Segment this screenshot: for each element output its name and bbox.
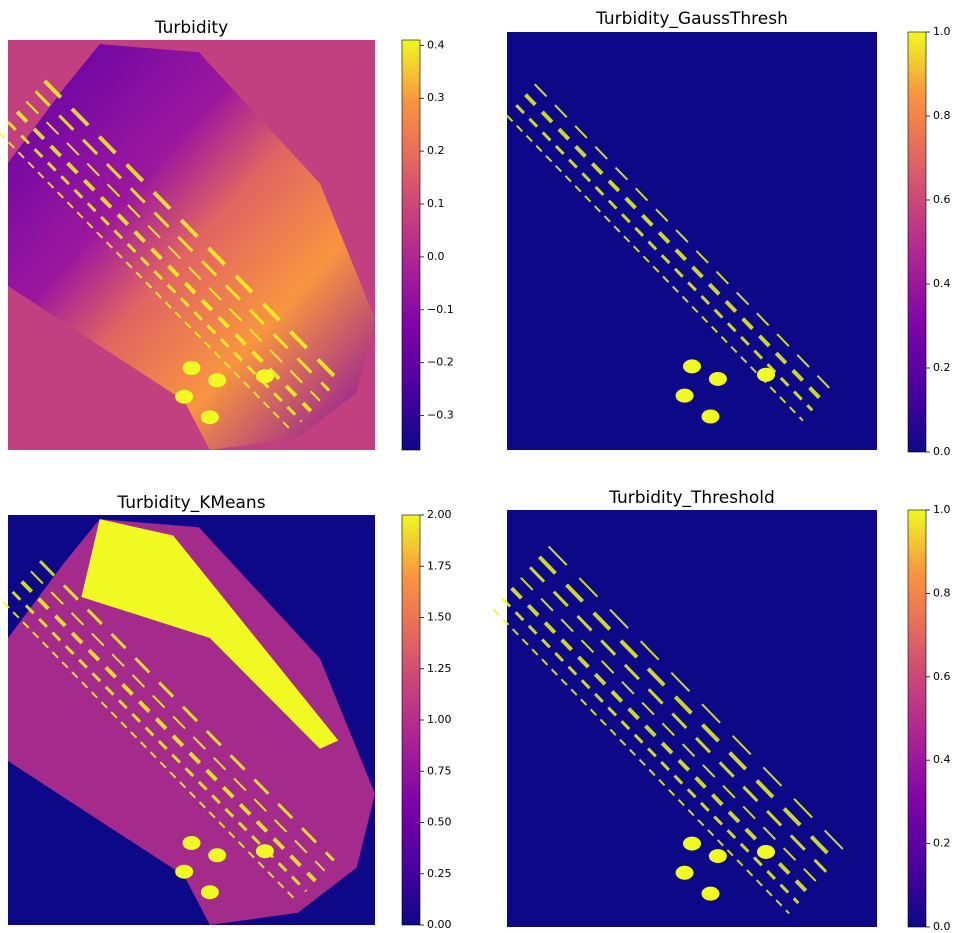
streak <box>547 545 846 852</box>
panel-title: Turbidity_KMeans <box>116 493 265 513</box>
image-panel <box>2 515 375 925</box>
blob <box>200 885 219 900</box>
colorbar-tick-label: −0.3 <box>427 409 454 422</box>
cluster-region <box>81 519 339 749</box>
colorbar-tick-label: −0.2 <box>427 356 454 369</box>
colorbar-tick-label: 0.25 <box>427 867 452 880</box>
blob <box>701 886 720 901</box>
streak <box>537 555 837 863</box>
colorbar-tick-label: 0.1 <box>427 197 445 210</box>
colorbar <box>907 509 927 928</box>
blob <box>175 389 194 404</box>
colorbar-tick-label: 0.2 <box>427 144 445 157</box>
streak <box>20 580 317 883</box>
colorbar-tick-label: 1.0 <box>933 25 951 38</box>
streak <box>11 590 308 893</box>
colorbar-tick-label: 1.75 <box>427 559 452 572</box>
streak <box>520 577 818 883</box>
streak <box>30 570 326 872</box>
colorbar-tick-label: 0.50 <box>427 816 452 829</box>
streak <box>15 110 313 413</box>
streak <box>501 597 800 905</box>
blob <box>675 388 694 403</box>
blob <box>175 864 194 879</box>
colorbar-tick-label: 0.0 <box>427 250 445 263</box>
blob <box>701 409 720 424</box>
panel-title: Turbidity <box>154 18 228 38</box>
streak <box>492 608 790 915</box>
colorbar-tick-label: 0.6 <box>933 193 951 206</box>
blob <box>757 367 775 382</box>
colorbar-tick-label: 0.4 <box>933 753 951 766</box>
blob <box>182 836 201 850</box>
streak <box>43 79 340 382</box>
colorbar <box>907 31 927 453</box>
colorbar-tick-label: 1.00 <box>427 713 452 726</box>
colorbar-tick-label: 0.0 <box>933 445 951 458</box>
colorbar-tick-label: −0.1 <box>427 303 454 316</box>
colorbar-tick-label: 0.8 <box>933 586 951 599</box>
panel-title: Turbidity_Threshold <box>608 488 775 508</box>
colorbar-tick-label: 0.3 <box>427 91 445 104</box>
streak <box>529 566 828 873</box>
colorbar-tick-label: 1.25 <box>427 662 452 675</box>
colorbar-tick-label: 0.2 <box>933 361 951 374</box>
colorbar-tick-label: 0.4 <box>427 38 445 51</box>
blob <box>683 836 701 851</box>
panel-title: Turbidity_GaussThresh <box>595 9 788 29</box>
colorbar <box>401 514 421 926</box>
image-panel <box>506 32 877 450</box>
streak <box>34 90 331 392</box>
colorbar-tick-label: 2.00 <box>427 508 452 521</box>
streak <box>39 560 335 862</box>
colorbar-tick-label: 0.00 <box>427 918 452 931</box>
blob <box>208 848 227 863</box>
blob <box>182 361 201 375</box>
blob <box>708 849 727 864</box>
blob <box>255 844 274 859</box>
image-panel <box>492 510 877 927</box>
streak <box>25 100 321 402</box>
blob <box>675 865 694 880</box>
colorbar-tick-label: 0.2 <box>933 837 951 850</box>
colorbar <box>401 39 421 451</box>
image-panel <box>0 40 375 450</box>
image-background <box>507 510 877 927</box>
colorbar-tick-label: 1.0 <box>933 503 951 516</box>
colorbar-tick-label: 0.6 <box>933 670 951 683</box>
streak <box>515 104 814 412</box>
blob <box>757 844 775 859</box>
colorbar-tick-label: 0.4 <box>933 277 951 290</box>
colorbar-tick-label: 1.50 <box>427 611 452 624</box>
blob <box>683 359 701 374</box>
blob <box>208 373 227 388</box>
colorbar-tick-label: 0.0 <box>933 920 951 933</box>
blob <box>708 371 727 386</box>
blob <box>200 410 219 425</box>
blob <box>255 369 274 384</box>
streak <box>6 120 303 423</box>
field-shape <box>8 44 375 450</box>
colorbar-tick-label: 0.8 <box>933 109 951 122</box>
colorbar-tick-label: 0.75 <box>427 764 452 777</box>
image-background <box>507 32 877 450</box>
streak <box>534 83 832 391</box>
streak <box>506 114 804 422</box>
